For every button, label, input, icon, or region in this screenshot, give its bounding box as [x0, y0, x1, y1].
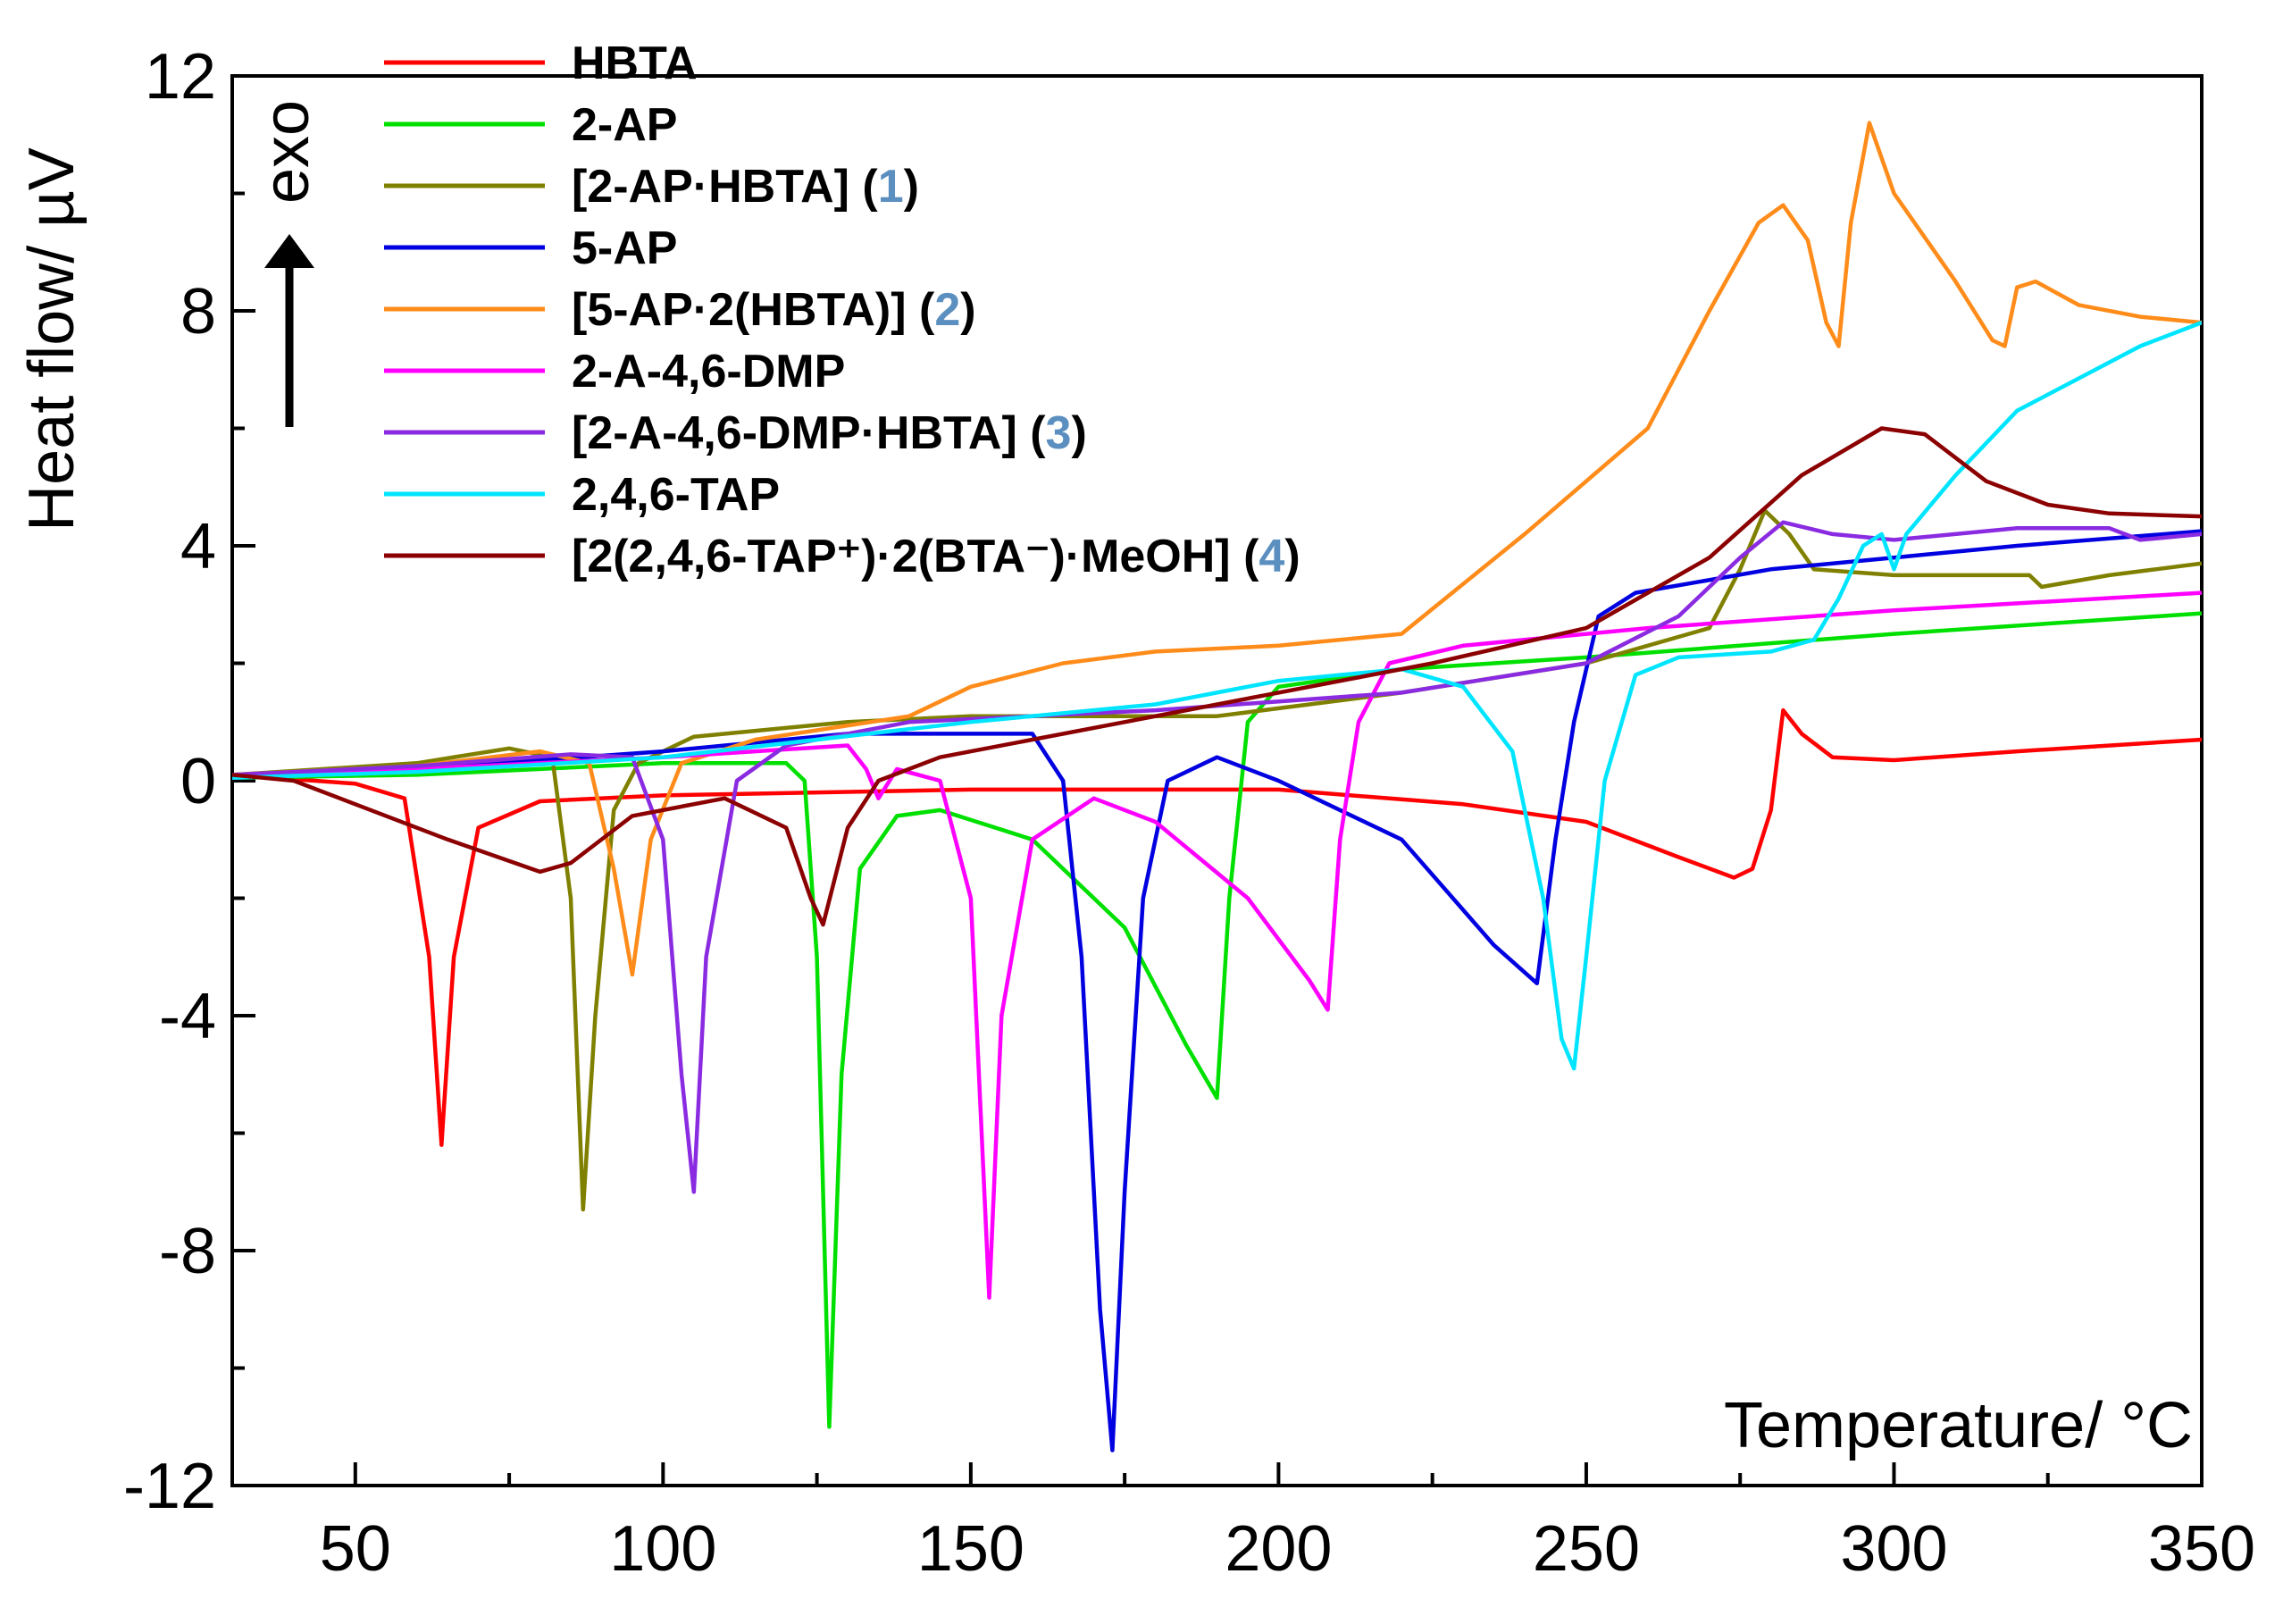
x-tick-label: 100: [609, 1513, 716, 1585]
legend-item: [2-AP·HBTA] (1): [384, 161, 919, 213]
y-tick-label: 0: [180, 746, 216, 817]
y-tick-label: 8: [180, 276, 216, 347]
legend-label: HBTA: [572, 38, 698, 89]
series-line-5: [232, 121, 2202, 977]
x-tick-label: 250: [1533, 1513, 1640, 1585]
x-tick-label: 50: [320, 1513, 391, 1585]
plot-frame: [230, 74, 2204, 1487]
legend-item: 2,4,6-TAP: [384, 469, 780, 521]
x-tick-label: 200: [1225, 1513, 1332, 1585]
legend-label: [2(2,4,6-TAP⁺)·2(BTA⁻)·MeOH] (4): [572, 531, 1300, 582]
legend-label: [2-A-4,6-DMP·HBTA] (3): [572, 407, 1087, 459]
legend-item: 5-AP: [384, 222, 677, 274]
exo-arrow-head-icon: [264, 234, 314, 268]
series-line-8: [232, 320, 2202, 1071]
series-line-1: [232, 707, 2202, 1147]
x-tick-label: 350: [2148, 1513, 2255, 1585]
legend-item: 2-AP: [384, 99, 677, 151]
x-axis-title: Temperature/ °C: [1724, 1390, 2193, 1461]
legend-item: [2(2,4,6-TAP⁺)·2(BTA⁻)·MeOH] (4): [384, 531, 1300, 582]
y-tick-label: -12: [123, 1451, 216, 1522]
series-line-2: [232, 611, 2202, 1429]
legend: HBTA 2-AP [2-AP·HBTA] (1) 5-AP [5-AP·2(HBTA)…: [384, 38, 1300, 582]
y-tick-label: 12: [145, 41, 216, 113]
x-tick-label: 150: [917, 1513, 1024, 1585]
legend-item: [5-AP·2(HBTA)] (2): [384, 284, 976, 336]
legend-label: [2-AP·HBTA] (1): [572, 161, 919, 213]
legend-item: HBTA: [384, 38, 698, 89]
series-line-3: [232, 508, 2202, 1212]
series-line-6: [232, 590, 2202, 1300]
axes: [230, 74, 2204, 1487]
y-tick-label: -4: [159, 981, 216, 1052]
series-line-4: [232, 529, 2202, 1452]
y-tick-label: -8: [159, 1216, 216, 1287]
legend-label: 2,4,6-TAP: [572, 469, 780, 521]
legend-label: [5-AP·2(HBTA)] (2): [572, 284, 976, 336]
series-line-9: [232, 426, 2202, 927]
legend-item: [2-A-4,6-DMP·HBTA] (3): [384, 407, 1087, 459]
legend-item: 2-A-4,6-DMP: [384, 346, 845, 398]
exo-label: exo: [251, 100, 322, 204]
y-axis-title: Heat flow/ µV: [16, 147, 88, 532]
tick-labels: 50 100 150 200 250 300 350 -12 -8 -4 0 4 8 12: [123, 41, 2255, 1585]
y-tick-label: 4: [180, 511, 216, 582]
legend-label: 2-AP: [572, 99, 677, 151]
exo-indicator: exo: [251, 100, 322, 427]
series-group: [232, 121, 2202, 1452]
x-tick-label: 300: [1840, 1513, 1947, 1585]
legend-label: 2-A-4,6-DMP: [572, 346, 845, 398]
legend-label: 5-AP: [572, 222, 677, 274]
